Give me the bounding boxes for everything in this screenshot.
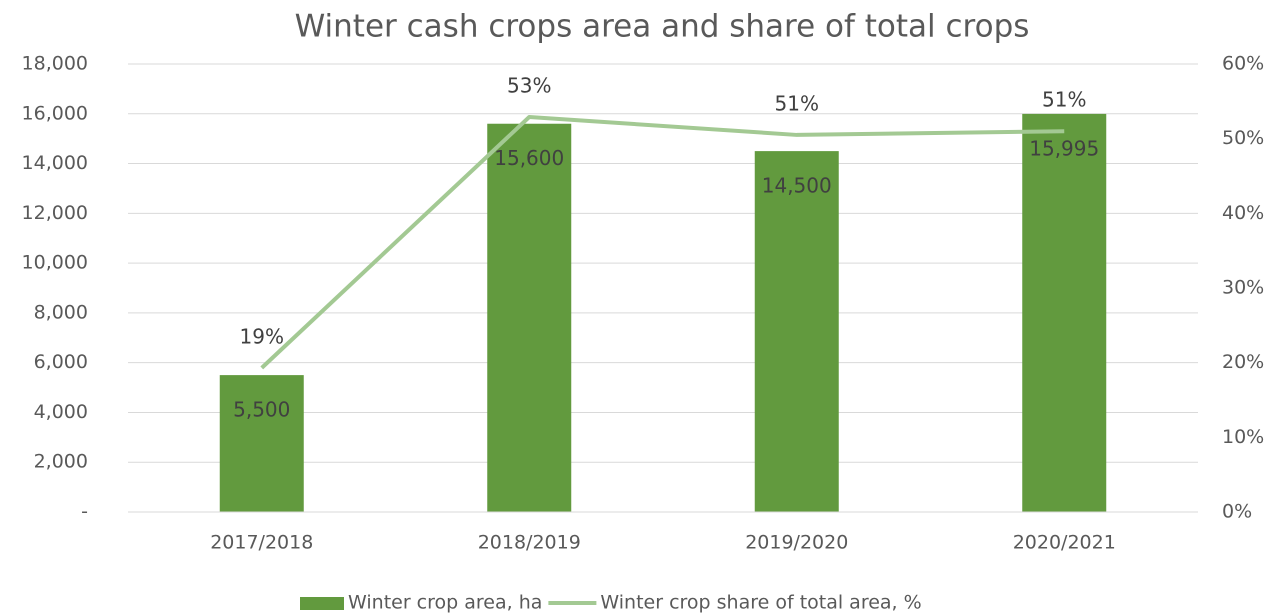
line-value-label: 51% [1042, 88, 1086, 112]
bar-value-label: 5,500 [233, 398, 290, 422]
y2-tick-label: 40% [1222, 202, 1264, 224]
y-tick-label: - [81, 501, 88, 523]
y-tick-label: 16,000 [22, 102, 88, 124]
y2-tick-label: 30% [1222, 277, 1264, 299]
x-tick-label: 2020/2021 [1013, 532, 1116, 554]
y2-tick-label: 0% [1222, 501, 1252, 523]
bar [1022, 113, 1107, 512]
legend-swatch [300, 597, 344, 610]
y-tick-label: 10,000 [22, 252, 88, 274]
legend-label: Winter crop share of total area, % [600, 592, 921, 614]
y-tick-label: 8,000 [34, 301, 88, 323]
y-tick-label: 14,000 [22, 152, 88, 174]
y-tick-label: 4,000 [34, 401, 88, 423]
line-value-label: 53% [507, 74, 551, 98]
chart-title: Winter cash crops area and share of tota… [295, 9, 1030, 45]
x-tick-label: 2019/2020 [745, 532, 848, 554]
y-tick-label: 18,000 [22, 53, 88, 75]
bar-value-label: 15,995 [1029, 136, 1099, 160]
line-value-label: 19% [240, 324, 284, 348]
bar-value-label: 15,600 [494, 146, 564, 170]
bar [487, 123, 572, 512]
x-tick-label: 2017/2018 [210, 532, 313, 554]
bar [219, 375, 304, 512]
y2-tick-label: 20% [1222, 351, 1264, 373]
bar-value-label: 14,500 [762, 174, 832, 198]
y2-tick-label: 50% [1222, 127, 1264, 149]
legend-label: Winter crop area, ha [348, 592, 542, 614]
y-tick-label: 2,000 [34, 451, 88, 473]
line-value-label: 51% [775, 91, 819, 115]
y2-tick-label: 10% [1222, 426, 1264, 448]
y2-tick-label: 60% [1222, 53, 1264, 75]
x-tick-label: 2018/2019 [478, 532, 581, 554]
line [260, 115, 1065, 370]
y-tick-label: 6,000 [34, 351, 88, 373]
y-tick-label: 12,000 [22, 202, 88, 224]
bar [754, 151, 839, 512]
